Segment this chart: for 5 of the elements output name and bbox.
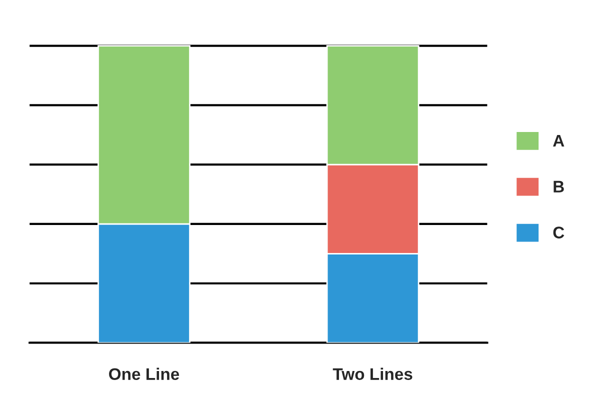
legend-label: A	[553, 135, 564, 146]
x-tick-label: One Line	[109, 368, 180, 380]
legend-label: B	[554, 180, 564, 192]
legend-label: C	[553, 226, 564, 238]
x-tick-label: Two Lines	[332, 368, 412, 380]
